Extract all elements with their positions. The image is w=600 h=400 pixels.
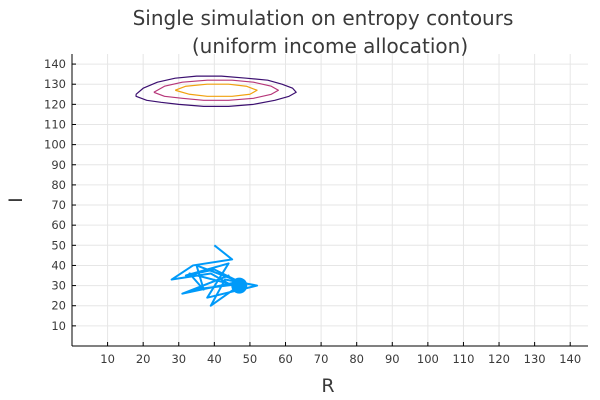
axes <box>71 54 588 347</box>
x-tick-label: 20 <box>136 352 151 366</box>
y-tick-label: 90 <box>51 158 66 172</box>
x-tick-label: 140 <box>559 352 581 366</box>
y-tick-label: 50 <box>51 238 66 252</box>
y-tick-label: 20 <box>51 299 66 313</box>
y-tick-label: 70 <box>51 198 66 212</box>
y-tick-label: 140 <box>44 57 66 71</box>
x-tick-label: 110 <box>452 352 474 366</box>
x-axis-title: R <box>321 375 334 397</box>
x-tick-label: 30 <box>171 352 186 366</box>
y-tick-label: 60 <box>51 218 66 232</box>
x-tick-label: 10 <box>100 352 115 366</box>
y-tick-label: 40 <box>51 258 66 272</box>
y-tick-label: 10 <box>51 319 66 333</box>
x-tick-label: 90 <box>385 352 400 366</box>
y-tick-label: 110 <box>44 117 66 131</box>
simulation-trajectory <box>170 244 259 307</box>
x-tick-label: 100 <box>417 352 439 366</box>
chart-title-line-1: Single simulation on entropy contours <box>133 6 514 30</box>
y-tick-label: 80 <box>51 178 66 192</box>
x-tick-label: 60 <box>278 352 293 366</box>
y-tick-label: 130 <box>44 77 66 91</box>
trajectory-end-point <box>231 277 248 294</box>
x-tick-labels: 10 20 30 40 50 60 70 80 90 100 110 120 130 140 <box>100 342 581 366</box>
x-tick-label: 130 <box>524 352 546 366</box>
chart-title-line-2: (uniform income allocation) <box>192 34 468 58</box>
contour-inner <box>174 83 258 97</box>
x-tick-label: 40 <box>207 352 222 366</box>
entropy-contours <box>135 75 297 107</box>
x-tick-label: 120 <box>488 352 510 366</box>
grid <box>72 54 588 346</box>
contour-outer <box>135 75 297 107</box>
y-tick-label: 100 <box>44 138 66 152</box>
y-tick-labels: 10 20 30 40 50 60 70 80 90 100 110 120 130 140 <box>44 57 76 333</box>
y-axis-title: I <box>5 197 27 203</box>
y-tick-label: 120 <box>44 97 66 111</box>
x-tick-label: 50 <box>243 352 258 366</box>
y-tick-label: 30 <box>51 279 66 293</box>
x-tick-label: 80 <box>349 352 364 366</box>
contour-mid <box>153 79 279 101</box>
x-tick-label: 70 <box>314 352 329 366</box>
trajectory-line <box>170 244 259 307</box>
